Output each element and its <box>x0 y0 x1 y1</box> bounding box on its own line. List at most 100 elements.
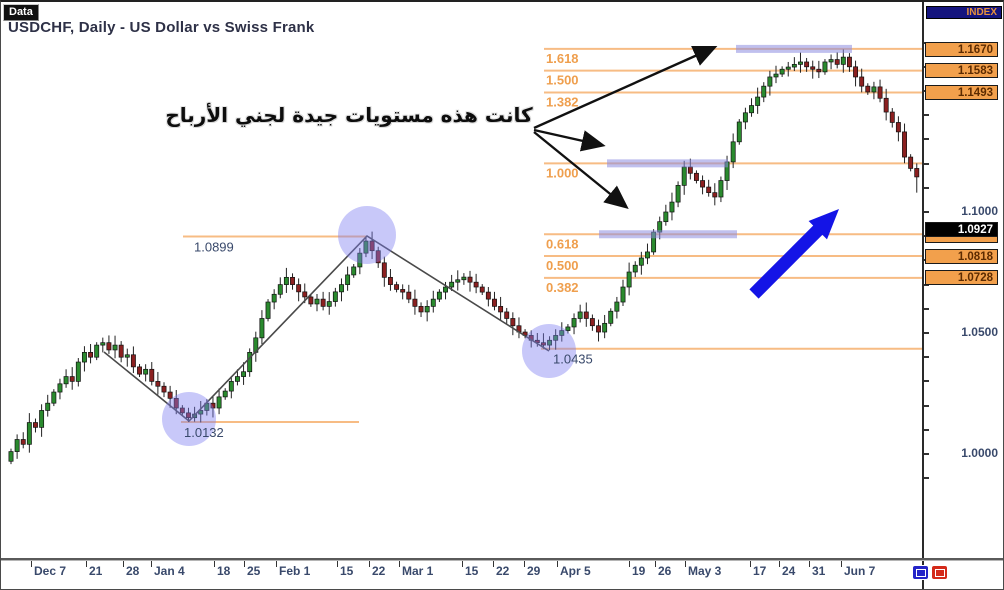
restore-window-button[interactable] <box>912 565 929 580</box>
bull-candle <box>730 141 736 163</box>
profit-zone-bar <box>607 159 728 168</box>
bear-candle <box>589 318 595 327</box>
bear-candle <box>320 298 326 307</box>
x-axis-tick <box>557 561 558 567</box>
fib-label: 1.000 <box>546 165 579 180</box>
bear-candle <box>510 318 516 327</box>
fib-price-tag: 1.1493 <box>925 85 998 101</box>
bear-candle <box>700 180 706 188</box>
swing-price-label: 1.0435 <box>553 352 593 367</box>
date-label: 25 <box>247 564 261 578</box>
price-label: 1.1000 <box>961 204 998 218</box>
bear-candle <box>504 311 510 319</box>
bear-candle <box>137 366 142 375</box>
bear-candle <box>412 298 418 307</box>
bull-candle <box>742 112 748 123</box>
bull-candle <box>608 310 614 324</box>
bull-candle <box>8 451 14 462</box>
annotation-arrow <box>533 45 718 130</box>
x-axis-tick <box>123 561 124 567</box>
fib-label: 1.500 <box>546 73 579 88</box>
x-axis-tick <box>685 561 686 567</box>
bear-candle <box>479 286 485 293</box>
bear-candle <box>381 262 387 278</box>
swing-level-lines <box>181 235 922 424</box>
swing-highlight-circles <box>162 206 576 446</box>
bull-candle <box>234 376 240 382</box>
bear-candle <box>387 276 393 285</box>
bull-candle <box>828 59 834 63</box>
bull-candle <box>241 371 247 377</box>
bear-candle <box>296 284 302 293</box>
bull-candle <box>271 293 277 303</box>
y-axis-tick <box>924 332 929 334</box>
x-axis-tick <box>337 561 338 567</box>
x-axis-tick <box>276 561 277 567</box>
x-axis-tick <box>655 561 656 567</box>
x-axis-tick <box>841 561 842 567</box>
current-price-tag: 1.0927 <box>925 222 998 238</box>
price-label: 1.0500 <box>961 325 998 339</box>
date-label: 18 <box>217 564 231 578</box>
blue-arrow-shaft <box>749 222 826 299</box>
bull-candle <box>785 66 791 70</box>
bull-candle <box>455 279 461 283</box>
y-axis-tick <box>924 477 929 480</box>
bear-candle <box>834 59 840 65</box>
bear-candle <box>20 439 26 445</box>
x-axis-tick <box>31 561 32 567</box>
chart-footer-buttons <box>912 565 1002 585</box>
bear-candle <box>473 281 479 288</box>
y-axis-tick <box>924 356 929 359</box>
bear-candle <box>167 391 173 399</box>
bear-candle <box>290 276 295 285</box>
date-label: 22 <box>372 564 386 578</box>
bear-candle <box>106 342 112 351</box>
x-axis-tick <box>493 561 494 567</box>
bull-candle <box>100 342 106 346</box>
bear-candle <box>33 422 38 428</box>
bull-candle <box>632 264 638 273</box>
bull-candle <box>430 298 436 307</box>
bear-candle <box>853 66 859 78</box>
zigzag-line <box>103 234 550 423</box>
bear-candle <box>865 85 871 93</box>
bear-candle <box>418 306 424 313</box>
bull-candle <box>424 306 430 313</box>
bear-candle <box>155 381 161 387</box>
bull-candle <box>449 281 455 288</box>
bull-candle <box>779 68 785 75</box>
bull-candle <box>14 439 20 452</box>
y-axis-tick <box>924 404 929 407</box>
bear-candle <box>804 61 810 68</box>
x-axis-tick <box>214 561 215 567</box>
y-axis-tick <box>924 453 929 455</box>
annotation-arrow <box>533 128 606 152</box>
bull-candle <box>51 391 57 404</box>
bear-candle <box>883 97 889 113</box>
bull-candle <box>755 96 761 106</box>
bull-candle <box>798 61 803 65</box>
bear-candle <box>88 352 94 358</box>
bear-candle <box>400 289 406 293</box>
candlestick-chart[interactable]: 1.618 1.500 1.382 1.000 0.618 0.500 0.382 1.089… <box>1 2 922 558</box>
bull-candle <box>81 352 87 363</box>
highlight-circle <box>162 392 216 446</box>
swing-price-label: 1.0899 <box>194 239 234 254</box>
bear-candle <box>302 291 308 298</box>
data-tab[interactable]: Data <box>3 4 39 21</box>
bull-candle <box>45 402 51 411</box>
bull-candle <box>357 252 363 268</box>
bear-candle <box>902 131 907 158</box>
y-axis-tick <box>924 307 929 310</box>
bull-candle <box>277 284 283 295</box>
bull-candle <box>620 286 626 303</box>
close-window-button[interactable] <box>931 565 948 580</box>
bull-candle <box>791 64 797 68</box>
price-axis-panel: INDEX 1.1000 1.0500 1.0000 1.1670 1.1583 1.14… <box>924 2 1003 558</box>
bull-candle <box>259 318 265 339</box>
bear-candle <box>908 156 914 169</box>
x-axis-tick <box>151 561 152 567</box>
bull-candle <box>247 352 253 373</box>
